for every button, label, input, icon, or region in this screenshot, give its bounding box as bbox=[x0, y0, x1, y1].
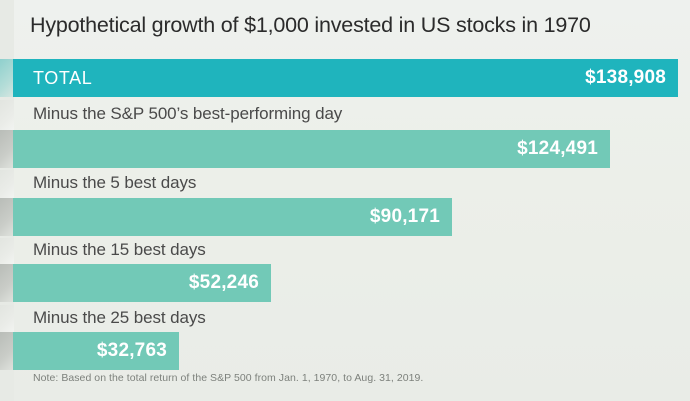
bar-minus-15-best-days[interactable]: $52,246 bbox=[13, 264, 271, 302]
bar-label: Minus the 5 best days bbox=[33, 173, 197, 192]
bar-value: $32,763 bbox=[96, 340, 167, 361]
bar-value: $52,246 bbox=[188, 272, 259, 293]
left-edge-rail bbox=[0, 0, 14, 401]
bar-value: $124,491 bbox=[517, 138, 598, 159]
bar-label: Minus the 25 best days bbox=[33, 308, 206, 327]
chart-title: Hypothetical growth of $1,000 invested i… bbox=[30, 13, 591, 37]
bar-value: $90,171 bbox=[369, 206, 440, 227]
bar-minus-5-best-days[interactable]: $90,171 bbox=[13, 198, 452, 236]
bar-label: TOTAL bbox=[33, 68, 93, 88]
bar-label: Minus the 15 best days bbox=[33, 240, 206, 259]
bar-minus-25-best-days[interactable]: $32,763 bbox=[13, 332, 179, 370]
bar-value: $138,908 bbox=[585, 67, 666, 88]
chart-footnote: Note: Based on the total return of the S… bbox=[33, 372, 424, 384]
bar-total[interactable]: TOTAL $138,908 bbox=[13, 59, 678, 97]
bar-label: Minus the S&P 500’s best-performing day bbox=[33, 104, 343, 123]
bar-minus-best-day[interactable]: $124,491 bbox=[13, 130, 610, 168]
